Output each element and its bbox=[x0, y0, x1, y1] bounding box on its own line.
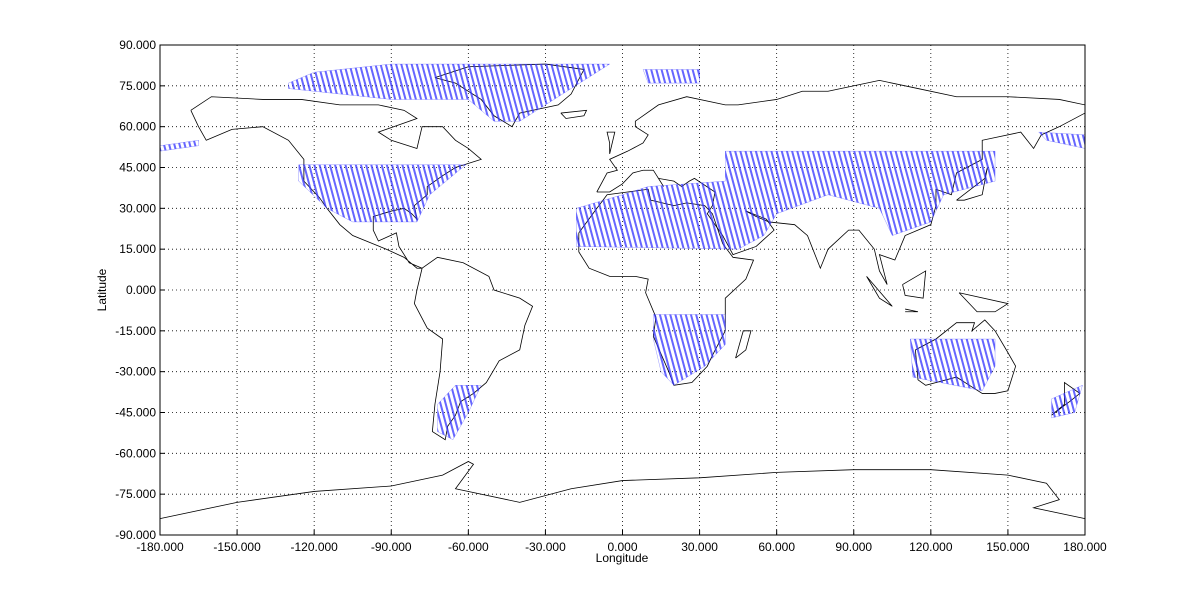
y-tick-label: -15.000 bbox=[115, 324, 156, 338]
coastline bbox=[606, 131, 616, 154]
y-tick-label: -75.000 bbox=[115, 487, 156, 501]
x-tick-label: 0.000 bbox=[607, 540, 637, 554]
x-tick-label: -120.000 bbox=[290, 540, 338, 554]
y-tick-label: -90.000 bbox=[115, 528, 156, 542]
y-tick-label: 75.000 bbox=[119, 79, 156, 93]
x-tick-label: 30.000 bbox=[681, 540, 718, 554]
x-tick-label: 60.000 bbox=[758, 540, 795, 554]
y-tick-label: 45.000 bbox=[119, 161, 156, 175]
x-tick-label: -180.000 bbox=[136, 540, 184, 554]
y-tick-label: -45.000 bbox=[115, 406, 156, 420]
y-tick-label: -60.000 bbox=[115, 446, 156, 460]
coverage-region bbox=[576, 150, 996, 250]
y-tick-label: -30.000 bbox=[115, 365, 156, 379]
y-axis-label: Latitude bbox=[95, 268, 109, 311]
y-tick-label: 15.000 bbox=[119, 242, 156, 256]
coverage-region bbox=[437, 385, 482, 441]
x-tick-label: 150.000 bbox=[986, 540, 1030, 554]
y-tick-label: 30.000 bbox=[119, 201, 156, 215]
coverage-region bbox=[642, 69, 700, 84]
coverage-region bbox=[298, 164, 467, 223]
coastline bbox=[902, 270, 927, 299]
coastline bbox=[735, 330, 752, 359]
x-tick-label: 180.000 bbox=[1063, 540, 1107, 554]
x-tick-label: -90.000 bbox=[371, 540, 412, 554]
x-tick-label: 120.000 bbox=[909, 540, 953, 554]
coverage-region bbox=[910, 338, 996, 392]
coverage-region bbox=[1051, 384, 1083, 419]
coastline bbox=[560, 109, 588, 119]
coverage-region bbox=[288, 63, 611, 122]
coastline bbox=[905, 308, 919, 313]
x-tick-label: -30.000 bbox=[525, 540, 566, 554]
x-tick-label: 90.000 bbox=[835, 540, 872, 554]
x-tick-label: -60.000 bbox=[448, 540, 489, 554]
y-tick-label: 60.000 bbox=[119, 120, 156, 134]
coastline bbox=[958, 292, 1009, 313]
coastline bbox=[159, 461, 1086, 520]
coverage-region bbox=[653, 314, 726, 386]
y-tick-label: 90.000 bbox=[119, 38, 156, 52]
x-axis-label: Longitude bbox=[596, 551, 649, 565]
plot-frame bbox=[159, 44, 1086, 536]
coastline bbox=[866, 276, 893, 307]
y-tick-label: 0.000 bbox=[126, 283, 156, 297]
x-tick-label: -150.000 bbox=[213, 540, 261, 554]
